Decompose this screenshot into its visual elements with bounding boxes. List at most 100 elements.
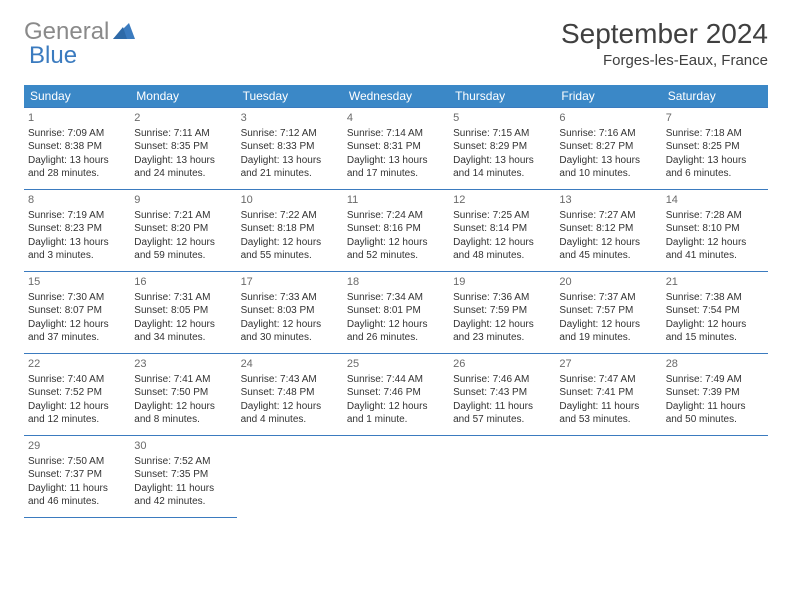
sunset-line: Sunset: 8:16 PM	[347, 222, 445, 236]
calendar-table: Sunday Monday Tuesday Wednesday Thursday…	[24, 85, 768, 518]
sunrise-line: Sunrise: 7:38 AM	[666, 291, 764, 305]
day-number: 7	[666, 111, 764, 126]
sunrise-line: Sunrise: 7:40 AM	[28, 373, 126, 387]
daylight-line-1: Daylight: 11 hours	[453, 400, 551, 414]
day-cell: 27Sunrise: 7:47 AMSunset: 7:41 PMDayligh…	[555, 354, 661, 436]
header-saturday: Saturday	[662, 85, 768, 108]
day-cell: 2Sunrise: 7:11 AMSunset: 8:35 PMDaylight…	[130, 108, 236, 190]
day-number: 6	[559, 111, 657, 126]
location: Forges-les-Eaux, France	[561, 52, 768, 69]
daylight-line-2: and 10 minutes.	[559, 167, 657, 181]
day-cell: 10Sunrise: 7:22 AMSunset: 8:18 PMDayligh…	[237, 190, 343, 272]
day-number: 9	[134, 193, 232, 208]
daylight-line-2: and 41 minutes.	[666, 249, 764, 263]
sunset-line: Sunset: 7:57 PM	[559, 304, 657, 318]
day-number: 12	[453, 193, 551, 208]
empty-cell	[237, 436, 343, 518]
week-row: 1Sunrise: 7:09 AMSunset: 8:38 PMDaylight…	[24, 108, 768, 190]
day-cell: 5Sunrise: 7:15 AMSunset: 8:29 PMDaylight…	[449, 108, 555, 190]
daylight-line-1: Daylight: 13 hours	[347, 154, 445, 168]
sunset-line: Sunset: 8:07 PM	[28, 304, 126, 318]
logo-word2: Blue	[29, 42, 77, 69]
day-cell: 8Sunrise: 7:19 AMSunset: 8:23 PMDaylight…	[24, 190, 130, 272]
daylight-line-2: and 53 minutes.	[559, 413, 657, 427]
day-number: 23	[134, 357, 232, 372]
sunrise-line: Sunrise: 7:46 AM	[453, 373, 551, 387]
day-cell: 7Sunrise: 7:18 AMSunset: 8:25 PMDaylight…	[662, 108, 768, 190]
day-cell: 19Sunrise: 7:36 AMSunset: 7:59 PMDayligh…	[449, 272, 555, 354]
sunrise-line: Sunrise: 7:24 AM	[347, 209, 445, 223]
day-cell: 3Sunrise: 7:12 AMSunset: 8:33 PMDaylight…	[237, 108, 343, 190]
daylight-line-1: Daylight: 11 hours	[28, 482, 126, 496]
daylight-line-2: and 24 minutes.	[134, 167, 232, 181]
daylight-line-2: and 8 minutes.	[134, 413, 232, 427]
daylight-line-1: Daylight: 13 hours	[28, 236, 126, 250]
day-cell: 15Sunrise: 7:30 AMSunset: 8:07 PMDayligh…	[24, 272, 130, 354]
sunrise-line: Sunrise: 7:33 AM	[241, 291, 339, 305]
daylight-line-2: and 17 minutes.	[347, 167, 445, 181]
daylight-line-2: and 30 minutes.	[241, 331, 339, 345]
daylight-line-2: and 15 minutes.	[666, 331, 764, 345]
daylight-line-2: and 59 minutes.	[134, 249, 232, 263]
sunrise-line: Sunrise: 7:50 AM	[28, 455, 126, 469]
daylight-line-2: and 42 minutes.	[134, 495, 232, 509]
header-thursday: Thursday	[449, 85, 555, 108]
daylight-line-2: and 26 minutes.	[347, 331, 445, 345]
day-number: 2	[134, 111, 232, 126]
sunset-line: Sunset: 8:18 PM	[241, 222, 339, 236]
daylight-line-2: and 55 minutes.	[241, 249, 339, 263]
day-number: 29	[28, 439, 126, 454]
daylight-line-1: Daylight: 12 hours	[666, 318, 764, 332]
daylight-line-1: Daylight: 11 hours	[559, 400, 657, 414]
daylight-line-1: Daylight: 12 hours	[134, 400, 232, 414]
sunset-line: Sunset: 7:39 PM	[666, 386, 764, 400]
day-number: 10	[241, 193, 339, 208]
day-number: 4	[347, 111, 445, 126]
sunset-line: Sunset: 8:31 PM	[347, 140, 445, 154]
sunset-line: Sunset: 8:29 PM	[453, 140, 551, 154]
sunset-line: Sunset: 8:10 PM	[666, 222, 764, 236]
sunset-line: Sunset: 8:12 PM	[559, 222, 657, 236]
day-cell: 30Sunrise: 7:52 AMSunset: 7:35 PMDayligh…	[130, 436, 236, 518]
header-sunday: Sunday	[24, 85, 130, 108]
daylight-line-2: and 3 minutes.	[28, 249, 126, 263]
day-cell: 13Sunrise: 7:27 AMSunset: 8:12 PMDayligh…	[555, 190, 661, 272]
sunset-line: Sunset: 8:01 PM	[347, 304, 445, 318]
sunrise-line: Sunrise: 7:44 AM	[347, 373, 445, 387]
sunrise-line: Sunrise: 7:41 AM	[134, 373, 232, 387]
day-cell: 25Sunrise: 7:44 AMSunset: 7:46 PMDayligh…	[343, 354, 449, 436]
header-friday: Friday	[555, 85, 661, 108]
sunset-line: Sunset: 7:50 PM	[134, 386, 232, 400]
day-cell: 21Sunrise: 7:38 AMSunset: 7:54 PMDayligh…	[662, 272, 768, 354]
day-number: 21	[666, 275, 764, 290]
sunrise-line: Sunrise: 7:09 AM	[28, 127, 126, 141]
daylight-line-1: Daylight: 13 hours	[241, 154, 339, 168]
day-cell: 18Sunrise: 7:34 AMSunset: 8:01 PMDayligh…	[343, 272, 449, 354]
day-cell: 26Sunrise: 7:46 AMSunset: 7:43 PMDayligh…	[449, 354, 555, 436]
day-number: 3	[241, 111, 339, 126]
sunset-line: Sunset: 7:59 PM	[453, 304, 551, 318]
day-number: 20	[559, 275, 657, 290]
daylight-line-1: Daylight: 13 hours	[134, 154, 232, 168]
daylight-line-1: Daylight: 12 hours	[453, 318, 551, 332]
logo-row2: Blue	[29, 42, 77, 70]
daylight-line-2: and 48 minutes.	[453, 249, 551, 263]
day-number: 30	[134, 439, 232, 454]
daylight-line-2: and 28 minutes.	[28, 167, 126, 181]
sunrise-line: Sunrise: 7:52 AM	[134, 455, 232, 469]
empty-cell	[555, 436, 661, 518]
sunset-line: Sunset: 8:27 PM	[559, 140, 657, 154]
day-number: 19	[453, 275, 551, 290]
day-number: 15	[28, 275, 126, 290]
daylight-line-1: Daylight: 12 hours	[347, 318, 445, 332]
daylight-line-2: and 52 minutes.	[347, 249, 445, 263]
day-cell: 23Sunrise: 7:41 AMSunset: 7:50 PMDayligh…	[130, 354, 236, 436]
header-monday: Monday	[130, 85, 236, 108]
sunset-line: Sunset: 8:35 PM	[134, 140, 232, 154]
daylight-line-2: and 14 minutes.	[453, 167, 551, 181]
daylight-line-1: Daylight: 12 hours	[28, 318, 126, 332]
day-cell: 20Sunrise: 7:37 AMSunset: 7:57 PMDayligh…	[555, 272, 661, 354]
sunset-line: Sunset: 8:05 PM	[134, 304, 232, 318]
day-number: 17	[241, 275, 339, 290]
day-cell: 12Sunrise: 7:25 AMSunset: 8:14 PMDayligh…	[449, 190, 555, 272]
